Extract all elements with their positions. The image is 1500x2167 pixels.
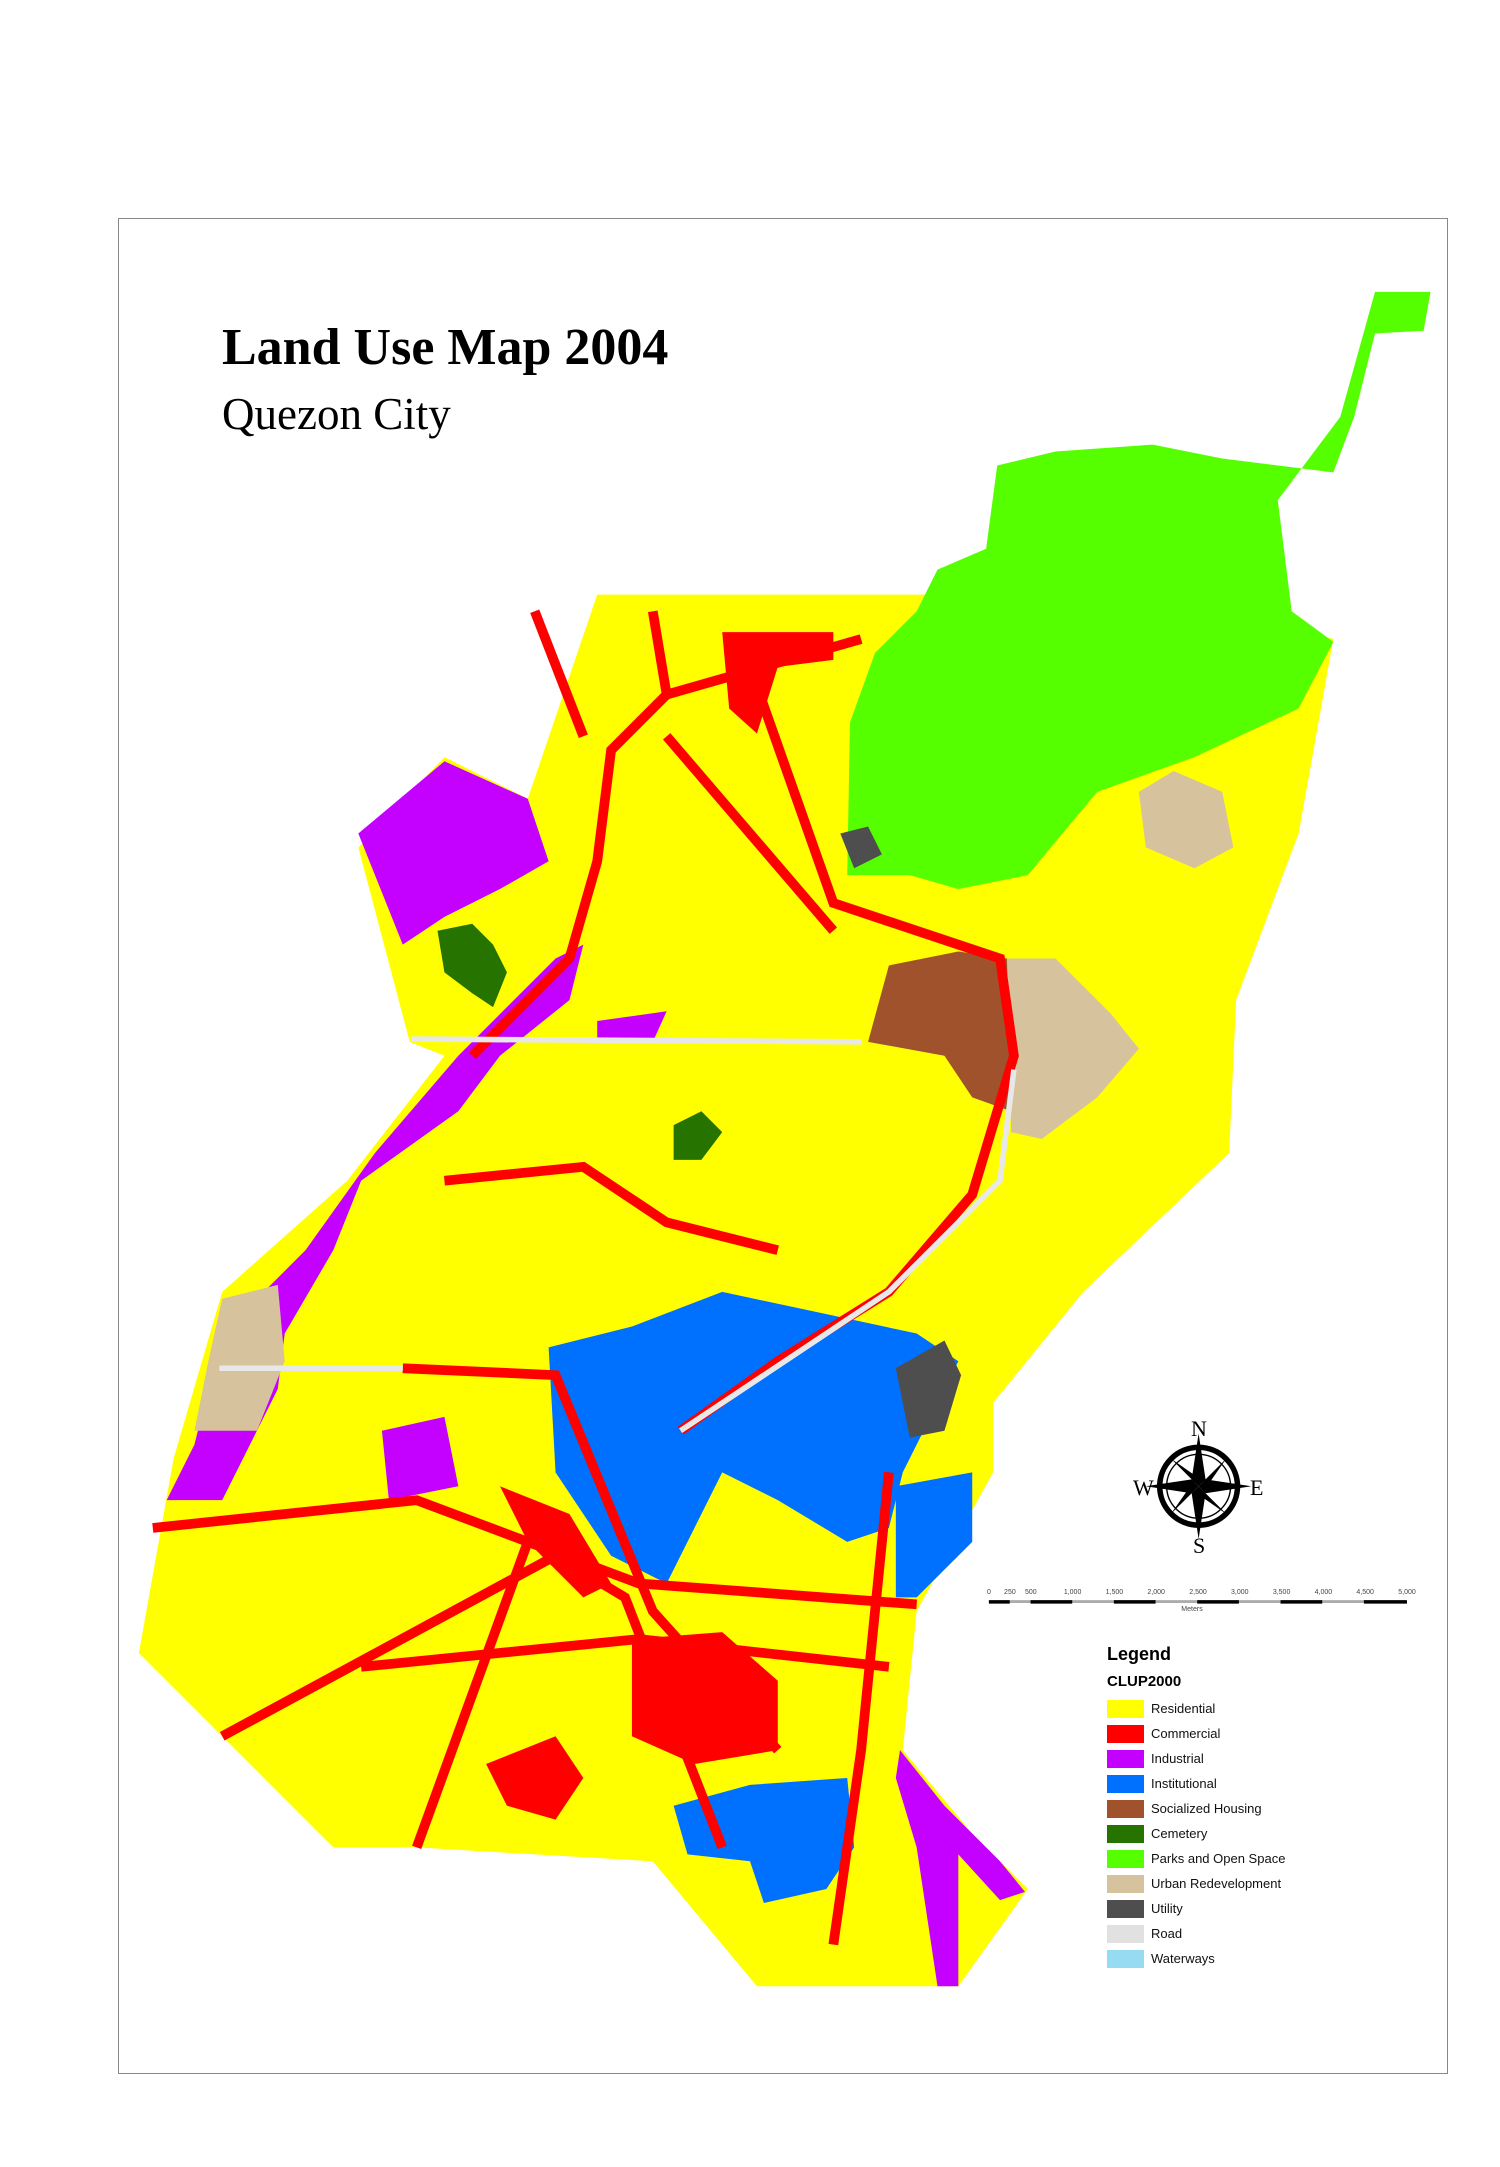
scale-tick-label: 4,500 — [1356, 1589, 1374, 1596]
scale-tick-label: 1,000 — [1063, 1589, 1082, 1596]
commercial-area — [722, 632, 834, 734]
commercial-area — [631, 1632, 778, 1765]
utility-area — [840, 826, 882, 869]
industrial-area — [597, 1011, 667, 1042]
legend-swatch — [1107, 1949, 1144, 1968]
legend-label: Socialized Housing — [1151, 1801, 1262, 1816]
map-title: Land Use Map 2004 — [222, 319, 669, 376]
legend-item: Commercial — [1107, 1721, 1285, 1746]
legend-label: Utility — [1151, 1901, 1183, 1916]
cemetery — [437, 923, 507, 1008]
legend-subheading: CLUP2000 — [1107, 1673, 1182, 1690]
scale-unit: Meters — [1181, 1606, 1203, 1613]
roads — [219, 1036, 1017, 1434]
legend-item: Waterways — [1107, 1946, 1285, 1971]
legend-label: Parks and Open Space — [1151, 1851, 1286, 1866]
legend-item: Residential — [1107, 1696, 1285, 1721]
legend-swatch — [1107, 1749, 1144, 1768]
legend-item: Industrial — [1107, 1746, 1285, 1771]
institutional-area — [548, 1291, 959, 1584]
legend-swatch — [1107, 1924, 1144, 1943]
legend-heading: Legend — [1107, 1644, 1172, 1664]
compass-rose-icon — [1145, 1433, 1252, 1540]
legend-swatch — [1107, 1774, 1144, 1793]
legend-item: Institutional — [1107, 1771, 1285, 1796]
industrial-area — [381, 1416, 459, 1501]
scale-tick-label: 2,500 — [1189, 1589, 1207, 1596]
scale-tick-label: 3,500 — [1272, 1589, 1291, 1596]
legend-item: Parks and Open Space — [1107, 1846, 1285, 1871]
socialized-housing — [868, 951, 1012, 1112]
legend-item: Utility — [1107, 1896, 1285, 1921]
industrial-area — [358, 761, 549, 945]
parks-open-space — [847, 291, 1431, 890]
urban-redevelopment — [1006, 958, 1139, 1140]
legend-swatch — [1107, 1699, 1144, 1718]
legend-label: Urban Redevelopment — [1151, 1876, 1282, 1891]
compass-south: S — [1193, 1533, 1206, 1558]
industrial-area — [895, 1750, 1025, 1987]
scale-tick-label: 5,000 — [1398, 1589, 1416, 1596]
legend-label: Industrial — [1151, 1751, 1204, 1766]
urban-redevelopment — [1138, 771, 1234, 869]
legend-label: Road — [1151, 1926, 1183, 1941]
legend-label: Residential — [1151, 1701, 1216, 1716]
legend-swatch — [1107, 1824, 1144, 1843]
legend-swatch — [1107, 1849, 1144, 1868]
legend-label: Cemetery — [1151, 1826, 1208, 1841]
scale-tick-label: 0 — [987, 1589, 991, 1596]
legend-swatch — [1107, 1799, 1144, 1818]
scale-tick-label: 3,000 — [1231, 1589, 1249, 1596]
scale-tick-label: 4,000 — [1314, 1589, 1333, 1596]
legend-swatch — [1107, 1874, 1144, 1893]
scale-tick-label: 500 — [1024, 1589, 1037, 1596]
legend-label: Commercial — [1151, 1726, 1221, 1741]
map-frame — [118, 218, 1448, 2074]
commercial-area — [486, 1736, 584, 1820]
legend-item: Urban Redevelopment — [1107, 1871, 1285, 1896]
utility-area — [895, 1340, 962, 1438]
urban-redevelopment — [194, 1284, 285, 1431]
legend: Legend CLUP2000 Residential Commercial Ind… — [1107, 1644, 1285, 1971]
compass-west: W — [1133, 1475, 1154, 1500]
compass-north: N — [1191, 1416, 1207, 1441]
legend-item: Socialized Housing — [1107, 1796, 1285, 1821]
institutional-area — [673, 1777, 855, 1903]
commercial-area — [500, 1486, 612, 1598]
legend-label: Waterways — [1151, 1951, 1215, 1966]
legend-item: Road — [1107, 1921, 1285, 1946]
scale-tick-label: 250 — [1004, 1589, 1016, 1596]
legend-swatch — [1107, 1899, 1144, 1918]
legend-label: Institutional — [1151, 1776, 1217, 1791]
scale-tick-label: 1,500 — [1105, 1589, 1124, 1596]
compass-east: E — [1250, 1475, 1264, 1500]
map-subtitle: Quezon City — [222, 389, 451, 439]
scale-bar[interactable] — [988, 1600, 1407, 1604]
legend-swatch — [1107, 1724, 1144, 1743]
legend-item: Cemetery — [1107, 1821, 1285, 1846]
institutional-area — [895, 1472, 973, 1598]
scale-tick-label: 2,000 — [1147, 1589, 1165, 1596]
cemetery — [673, 1111, 723, 1160]
